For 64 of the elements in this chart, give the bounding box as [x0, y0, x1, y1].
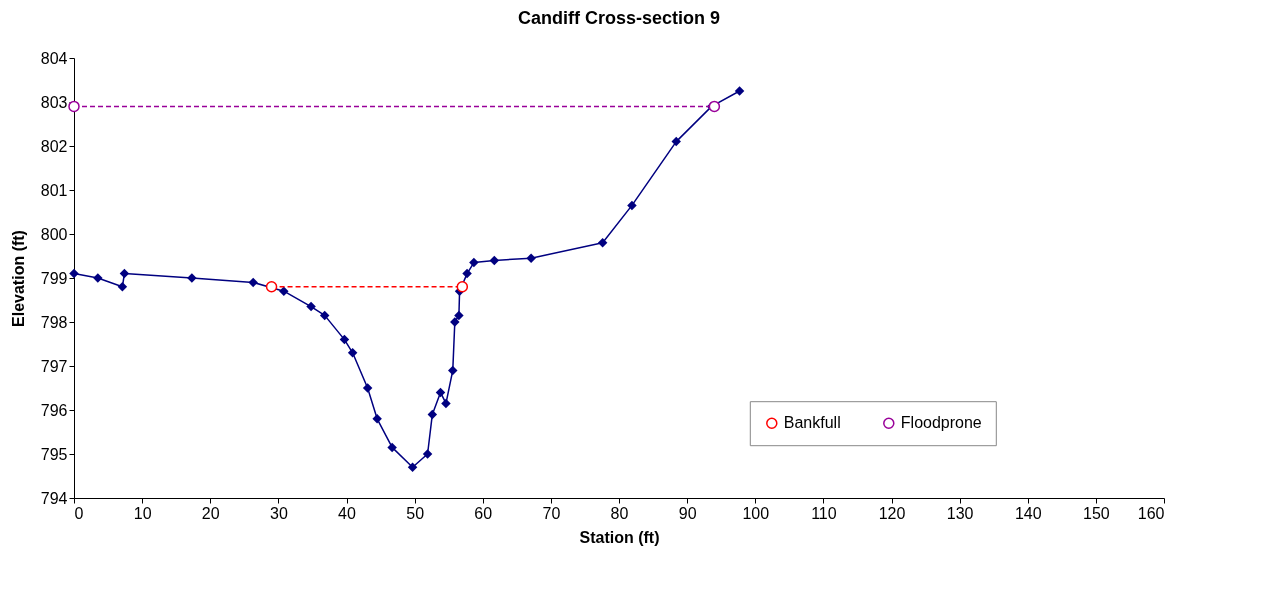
point: [734, 86, 745, 96]
y-axis-title: Elevation (ft): [9, 230, 27, 327]
point: [456, 281, 469, 293]
x-tick-label: 20: [201, 504, 220, 522]
y-tick-label: 797: [40, 357, 68, 375]
point: [526, 253, 536, 263]
y-tick-label: 803: [40, 93, 68, 111]
x-tick-label: 120: [878, 504, 906, 522]
x-tick-label: 160: [1137, 504, 1165, 522]
point: [387, 442, 397, 453]
y-tick-label: 796: [40, 401, 68, 419]
y-tick-label: 794: [40, 489, 68, 507]
point: [306, 301, 316, 312]
x-tick-label: 140: [1014, 504, 1042, 522]
x-tick-label: 60: [474, 504, 493, 522]
x-tick-label: 0: [74, 504, 84, 522]
y-tick-label: 795: [40, 445, 68, 463]
point: [671, 136, 681, 147]
y-tick-label: 802: [40, 137, 68, 155]
point: [435, 387, 446, 398]
point: [462, 268, 472, 279]
y-tick-label: 798: [40, 313, 68, 331]
legend-label: Floodprone: [900, 414, 982, 432]
point: [119, 268, 130, 279]
y-tick-label: 801: [40, 181, 68, 199]
x-tick-label: 100: [742, 504, 770, 522]
point: [265, 281, 278, 293]
y-tick-label: 799: [40, 269, 68, 287]
point: [422, 449, 433, 459]
point: [372, 414, 382, 424]
x-axis-title: Station (ft): [579, 528, 660, 546]
x-tick-label: 70: [542, 504, 561, 522]
point: [597, 238, 608, 248]
point: [279, 286, 289, 296]
x-tick-label: 80: [610, 504, 629, 522]
y-tick-label: 800: [40, 225, 68, 243]
x-tick-label: 30: [269, 504, 288, 522]
x-tick-label: 150: [1083, 504, 1110, 522]
point: [454, 310, 464, 321]
point: [448, 365, 458, 376]
point: [69, 268, 79, 279]
point: [68, 100, 80, 113]
x-tick-label: 10: [133, 504, 152, 522]
point: [347, 348, 358, 358]
point: [362, 383, 373, 393]
point: [319, 310, 330, 321]
point: [489, 255, 500, 266]
point: [427, 409, 438, 420]
point: [627, 200, 637, 211]
point: [407, 462, 418, 472]
point: [339, 334, 350, 345]
chart-title: Candiff Cross-section 9: [517, 8, 721, 28]
x-tick-label: 110: [811, 504, 837, 522]
point: [708, 100, 721, 113]
legend-label: Bankfull: [783, 414, 841, 432]
point: [248, 277, 258, 288]
x-tick-label: 50: [406, 504, 425, 522]
x-tick-label: 40: [338, 504, 356, 522]
point: [441, 398, 451, 409]
y-tick-label: 804: [40, 49, 68, 67]
x-tick-label: 90: [678, 504, 697, 522]
point: [117, 282, 128, 292]
point: [469, 257, 479, 268]
x-tick-label: 130: [946, 504, 974, 522]
